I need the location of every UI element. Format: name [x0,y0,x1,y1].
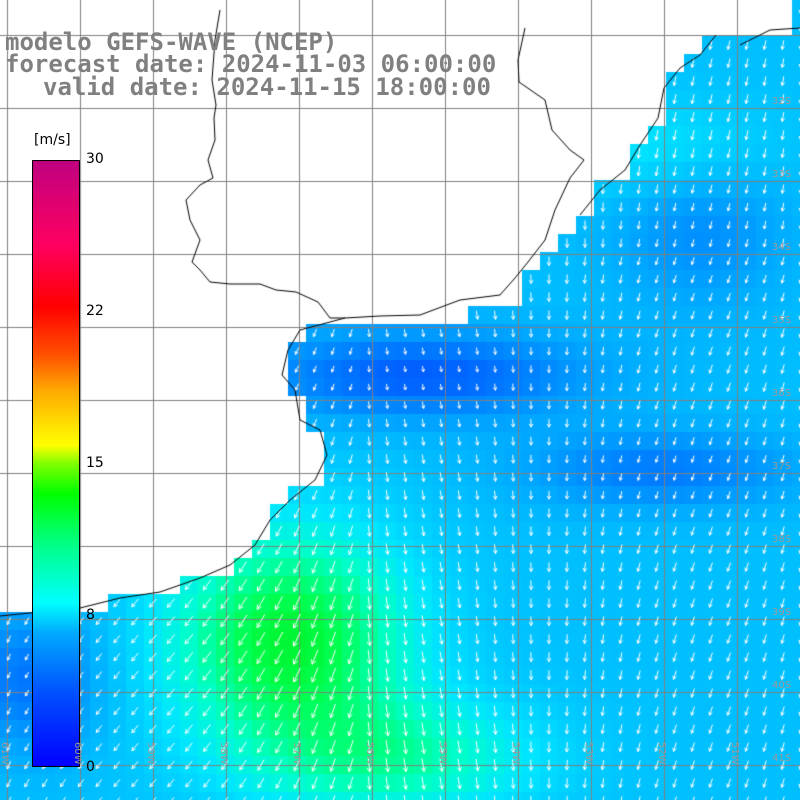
latitude-label: 41S [772,753,792,764]
valid-date: valid date: 2024-11-15 18:00:00 [43,73,491,101]
longitude-label: 60W [72,742,83,765]
longitude-label: 56W [364,742,375,765]
longitude-label: 54W [510,742,521,765]
model-title: modelo GEFS-WAVE (NCEP) [5,28,338,56]
longitude-label: 53W [583,742,594,765]
forecast-date: forecast date: 2024-11-03 06:00:00 [5,50,497,78]
latitude-label: 34S [772,242,792,253]
longitude-label: 59W [145,742,156,765]
latitude-label: 35S [772,315,792,326]
longitude-label: 51W [729,742,740,765]
colorbar-label-8: 8 [86,607,95,623]
latitude-label: 37S [772,461,792,472]
colorbar-unit: [m/s] [34,132,71,148]
longitude-label: 57W [291,742,302,765]
latitude-label: 36S [772,388,792,399]
latitude-label: 32S [772,96,792,107]
longitude-label: 58W [218,742,229,765]
colorbar-label-22: 22 [86,303,104,319]
colorbar-label-min: 0 [86,759,95,775]
latitude-label: 38S [772,534,792,545]
colorbar-label-15: 15 [86,455,104,471]
latitude-label: 33S [772,169,792,180]
colorbar-label-max: 30 [86,151,104,167]
latitude-label: 40S [772,680,792,691]
wind-speed-colorbar [32,160,80,767]
longitude-label: 55W [437,742,448,765]
latitude-label: 39S [772,607,792,618]
longitude-label: 61W [0,742,10,765]
longitude-label: 52W [656,742,667,765]
